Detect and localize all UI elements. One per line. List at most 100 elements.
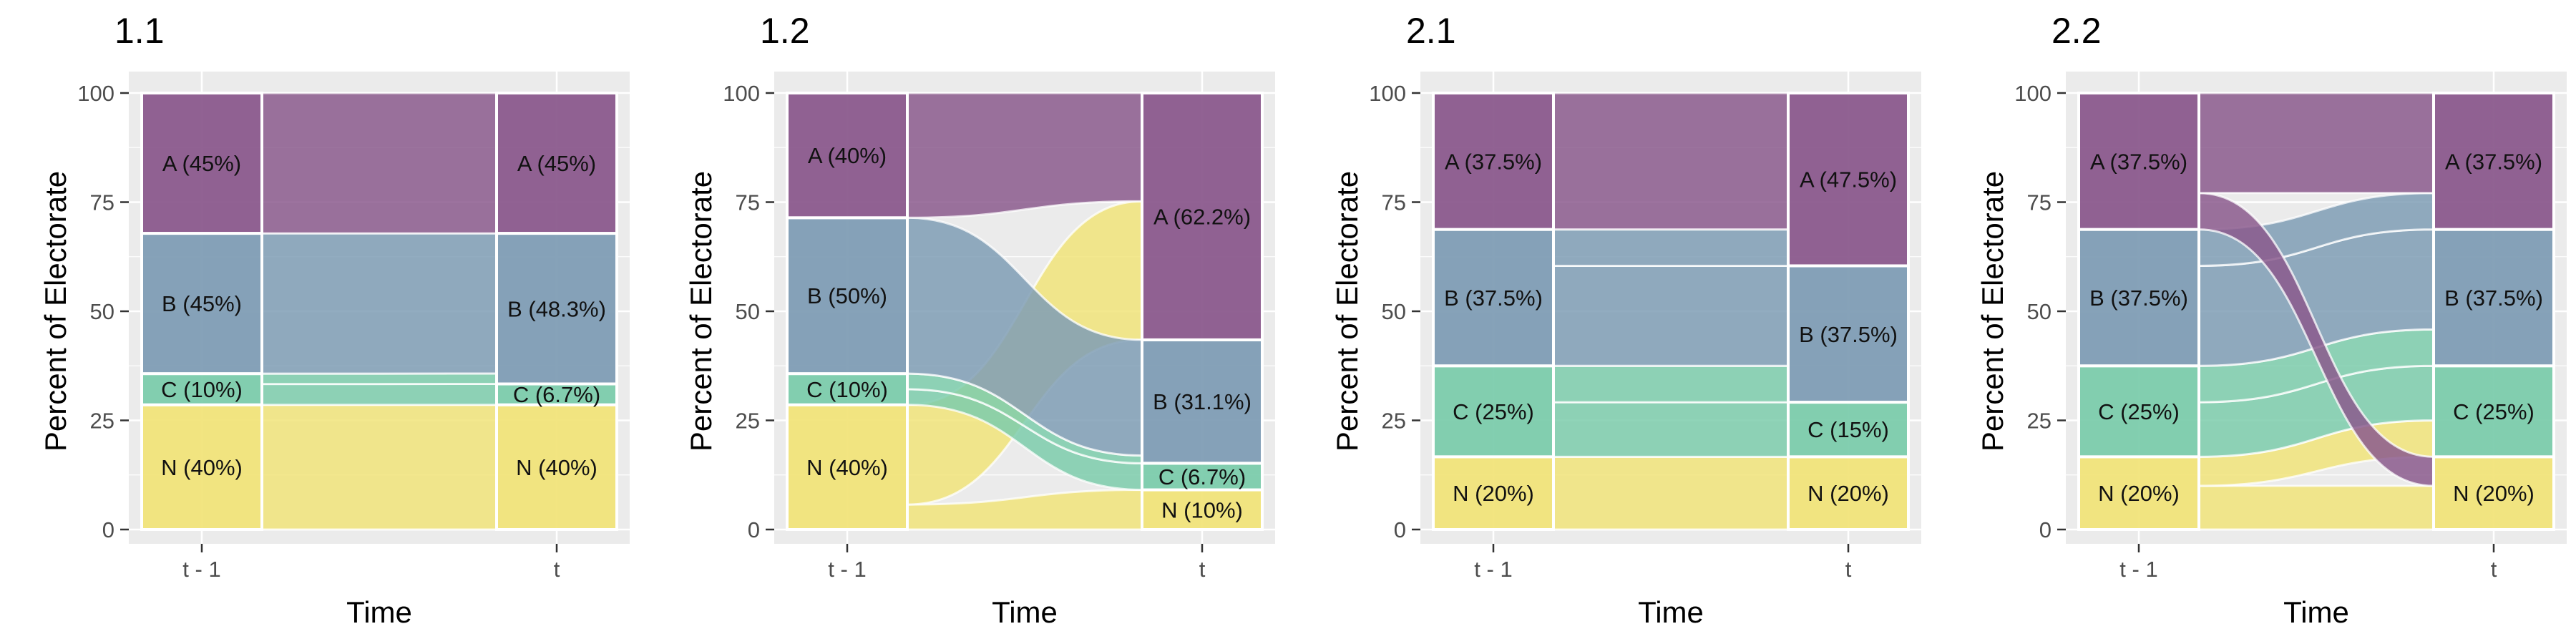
flows [1552,92,1790,531]
flow-c-to-c [260,383,498,406]
x-tick-label: t [1199,557,1206,582]
flows [2197,92,2435,531]
stratum-label-b-right: B (37.5%) [1799,322,1898,347]
x-tick-label: t [554,557,560,582]
stratum-label-a-right: A (45%) [517,151,596,176]
y-tick-label: 25 [736,409,760,434]
stratum-n-left [1432,455,1555,531]
stratum-label-b-left: B (37.5%) [1444,286,1543,311]
stratum-label-n-left: N (40%) [806,455,888,480]
stratum-label-b-right: B (37.5%) [2444,286,2543,311]
stratum-b-left [1432,228,1555,368]
stratum-label-a-left: A (45%) [162,151,241,176]
y-axis-title: Percent of Electorate [39,171,72,452]
panel-title: 1.1 [114,11,165,51]
strata-left: N (40%) C (10%) B (45%) A (45%) [140,92,263,532]
strata-left: N (20%) C (25%) B (37.5%) A (37.5%) [2077,92,2200,531]
strata-right: N (20%) C (25%) B (37.5%) A (37.5%) [2432,92,2555,531]
stratum-label-n-right: N (20%) [2453,481,2534,506]
y-axis-title: Percent of Electorate [1330,171,1364,452]
stratum-b-right [495,232,618,386]
stratum-n-left [140,403,263,532]
flow-a-to-a [906,92,1143,219]
y-tick-label: 75 [736,190,760,215]
strata-right: N (40%) C (6.7%) B (48.3%) A (45%) [495,92,618,532]
stratum-label-c-left: C (10%) [161,377,243,402]
x-tick-label: t [2491,557,2497,582]
y-axis-title: Percent of Electorate [684,171,718,452]
y-tick-label: 0 [1394,517,1406,542]
panel-title: 1.2 [760,11,810,51]
x-axis-title: Time [1638,595,1704,629]
panel-title: 2.2 [2051,11,2102,51]
panel-title: 2.1 [1406,11,1456,51]
stratum-label-c-right: C (6.7%) [1158,464,1246,489]
y-tick-label: 25 [2027,409,2051,434]
stratum-label-b-left: B (45%) [162,291,242,316]
y-tick-label: 100 [2014,81,2051,106]
y-tick-label: 50 [90,299,114,324]
y-tick-label: 100 [1369,81,1406,106]
stratum-label-c-right: C (6.7%) [513,382,600,407]
stratum-a-right [2432,92,2555,231]
y-tick-label: 75 [90,190,114,215]
y-tick-label: 0 [102,517,114,542]
x-tick-label: t - 1 [182,557,220,582]
stratum-a-right [1141,92,1264,341]
strata-right: N (10%) C (6.7%) B (31.1%) A (62.2%) [1141,92,1264,532]
stratum-a-right [495,92,618,235]
y-tick-label: 0 [2039,517,2051,542]
stratum-label-b-left: B (50%) [807,283,887,308]
flow-a-to-a [2197,92,2435,195]
stratum-b-right [1787,264,1910,404]
x-tick-label: t [1845,557,1852,582]
stratum-label-c-right: C (15%) [1807,417,1889,442]
panel-1-2: N (40%) C (10%) B (50%) A (40%) N (10%) C (6.… [684,11,1275,629]
stratum-label-n-left: N (20%) [2098,481,2180,506]
flow-n-to-n [260,404,498,531]
y-tick-label: 25 [90,409,114,434]
y-tick-label: 50 [2027,299,2051,324]
stratum-label-a-left: A (37.5%) [1445,149,1542,174]
flows [906,92,1143,531]
stratum-label-b-right: B (48.3%) [507,296,606,321]
y-tick-label: 50 [1382,299,1406,324]
x-tick-label: t - 1 [1474,557,1512,582]
flow-a-to-a [260,92,498,235]
strata-right: N (20%) C (15%) B (37.5%) A (47.5%) [1787,92,1910,531]
stratum-n-left [2077,455,2200,531]
y-tick-label: 0 [748,517,760,542]
stratum-label-n-left: N (40%) [161,455,243,480]
x-axis-title: Time [346,595,412,629]
y-axis-title: Percent of Electorate [1976,171,2009,452]
stratum-c-left [786,372,909,406]
flows [260,92,498,531]
y-tick-label: 75 [1382,190,1406,215]
panel-2-1: N (20%) C (25%) B (37.5%) A (37.5%) N (20%) C… [1330,11,1921,629]
stratum-label-b-left: B (37.5%) [2089,286,2188,311]
stratum-label-n-left: N (20%) [1453,481,1534,506]
stratum-label-n-right: N (10%) [1161,497,1243,522]
stratum-label-n-right: N (20%) [1807,481,1889,506]
stratum-label-c-left: C (25%) [1453,399,1534,424]
stratum-n-right [2432,455,2555,531]
flow-c-to-b [260,372,498,386]
flow-n-to-n [1552,455,1790,531]
panel-2-2: N (20%) C (25%) B (37.5%) A (37.5%) N (20%) C… [1976,11,2567,629]
strata-left: N (40%) C (10%) B (50%) A (40%) [786,92,909,532]
flow-a-to-a [1552,92,1790,231]
flow-c-to-c [1552,401,1790,458]
y-tick-label: 25 [1382,409,1406,434]
stratum-a-right [1787,92,1910,268]
flow-b-to-a [1552,228,1790,267]
flow-b-to-b [1552,264,1790,367]
stratum-b-left [2077,228,2200,368]
strata-left: N (20%) C (25%) B (37.5%) A (37.5%) [1432,92,1555,531]
stratum-label-a-right: A (37.5%) [2445,149,2542,174]
stratum-label-c-left: C (25%) [2098,399,2180,424]
stratum-label-a-right: A (62.2%) [1153,204,1251,229]
x-tick-label: t - 1 [828,557,866,582]
stratum-a-left [140,92,263,235]
stratum-label-a-left: A (40%) [808,143,887,168]
